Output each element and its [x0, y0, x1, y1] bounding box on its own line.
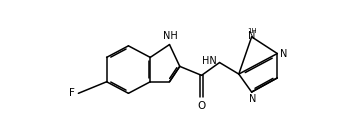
Text: O: O [198, 101, 206, 111]
Text: F: F [69, 88, 75, 98]
Text: N: N [280, 49, 288, 58]
Text: NH: NH [163, 31, 178, 41]
Text: N: N [248, 31, 255, 41]
Text: HN: HN [202, 56, 216, 66]
Text: N: N [249, 94, 257, 104]
Text: 1H: 1H [247, 28, 257, 34]
